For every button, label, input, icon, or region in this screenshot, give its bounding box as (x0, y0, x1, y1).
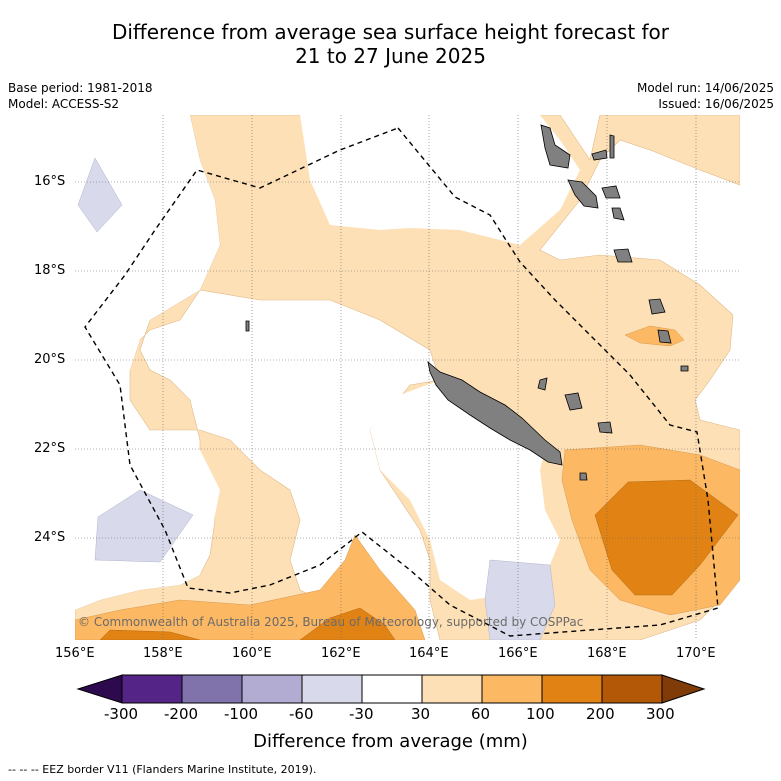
lat-label-16s: 16°S (34, 174, 66, 189)
map-title-line1: Difference from average sea surface heig… (111, 20, 670, 44)
lon-label-164e: 164°E (409, 646, 449, 661)
colorbar-tick-neg60: -60 (289, 705, 314, 723)
colorbar-tick-neg30: -30 (349, 705, 374, 723)
colorbar-title: Difference from average (mm) (253, 731, 528, 752)
island-vanuatu-1 (540, 124, 571, 169)
colorbar-bin-5 (361, 674, 423, 704)
lat-label-24s: 24°S (34, 530, 66, 545)
map-title-line2: 21 to 27 June 2025 (295, 44, 486, 68)
new-caledonia-island (427, 360, 563, 466)
island-small-1 (680, 365, 689, 372)
colorbar-tick-60: 60 (471, 705, 491, 723)
island-loyalty-1 (564, 392, 583, 411)
model-run: Model run: 14/06/2025 (636, 81, 774, 95)
island-small-2 (579, 472, 588, 481)
contour-negative-southwest (94, 489, 194, 563)
contour-neutral-north (300, 115, 580, 245)
lat-label-18s: 18°S (34, 263, 66, 278)
lon-label-158e: 158°E (143, 646, 183, 661)
colorbar-extend-low (76, 674, 123, 704)
colorbar-tick-200: 200 (586, 705, 615, 723)
colorbar-bin-2 (181, 674, 243, 704)
colorbar-bin-8 (541, 674, 603, 704)
colorbar-bin-3 (241, 674, 303, 704)
lon-label-156e: 156°E (55, 646, 95, 661)
island-small-3 (245, 320, 250, 332)
island-vanuatu-5 (609, 134, 615, 159)
island-matthew-2 (657, 329, 672, 344)
graticule (75, 115, 740, 640)
colorbar-extend-high (661, 674, 706, 704)
colorbar-bin-9 (601, 674, 663, 704)
colorbar-tick-300: 300 (646, 705, 675, 723)
colorbar-tick-neg200: -200 (164, 705, 199, 723)
island-vanuatu-2 (567, 179, 599, 209)
model-name: Model: ACCESS-S2 (8, 97, 120, 111)
island-loyalty-2 (597, 421, 613, 434)
colorbar-tick-100: 100 (526, 705, 555, 723)
island-vanuatu-4 (591, 149, 608, 161)
issued-date: Issued: 16/06/2025 (658, 97, 774, 111)
island-vanuatu-6 (611, 207, 625, 221)
lon-label-170e: 170°E (676, 646, 716, 661)
lat-label-22s: 22°S (34, 441, 66, 456)
colorbar-bin-1 (121, 674, 183, 704)
colorbar-tick-neg100: -100 (224, 705, 259, 723)
contour-60-100-south (75, 534, 426, 640)
contour-100-200-south (99, 607, 396, 640)
colorbar-tick-30: 30 (411, 705, 431, 723)
lon-label-162e: 162°E (321, 646, 361, 661)
copyright-credit: © Commonwealth of Australia 2025, Bureau… (78, 615, 584, 629)
island-matthew-1 (648, 298, 666, 315)
landmass (245, 124, 689, 481)
contour-neutral-northwest (75, 115, 220, 380)
island-loyalty-3 (537, 377, 548, 391)
island-vanuatu-3 (601, 185, 621, 199)
eez-border (84, 127, 719, 637)
contour-negative-south (484, 559, 556, 640)
colorbar-bin-4 (301, 674, 363, 704)
base-period: Base period: 1981-2018 (8, 81, 153, 95)
colorbar-bin-7 (481, 674, 543, 704)
lon-label-160e: 160°E (232, 646, 272, 661)
contour-100-200-southeast (594, 479, 739, 596)
island-vanuatu-7 (613, 248, 633, 263)
contour-negative-north (77, 157, 123, 233)
eez-border-legend: -- -- -- EEZ border V11 (Flanders Marine… (8, 763, 317, 776)
lon-label-168e: 168°E (587, 646, 627, 661)
lat-label-20s: 20°S (34, 352, 66, 367)
colorbar-tick-neg300: -300 (104, 705, 139, 723)
lon-label-166e: 166°E (498, 646, 538, 661)
colorbar-bin-6 (421, 674, 483, 704)
